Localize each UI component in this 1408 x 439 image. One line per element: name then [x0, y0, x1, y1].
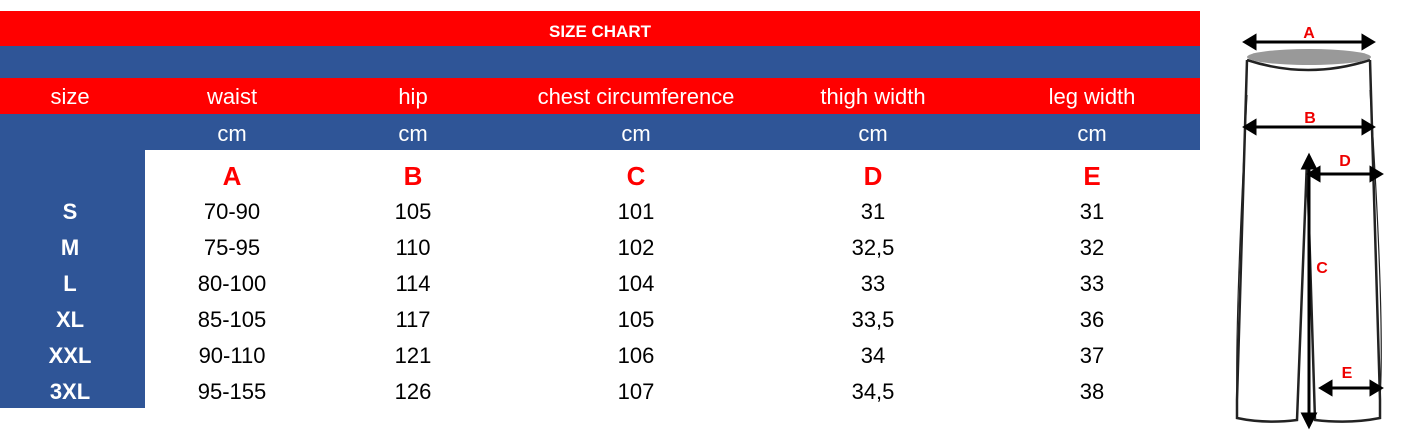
- measurement-cell: 75-95: [203, 235, 261, 260]
- header-chest: chest circumference: [537, 84, 735, 109]
- header-leg: leg width: [1048, 84, 1136, 109]
- diagram-label-d: D: [1339, 153, 1351, 170]
- table-row: 3XL 95-155 126 107 34,5 38: [0, 373, 1200, 409]
- unit: cm: [1077, 121, 1107, 146]
- table-row: M 75-95 110 102 32,5 32: [0, 229, 1200, 265]
- diagram-label-c: C: [1316, 260, 1328, 277]
- diagram-label-a: A: [1303, 25, 1315, 42]
- measurement-cell: 101: [617, 199, 655, 224]
- size-label: 3XL: [49, 379, 91, 404]
- diagram-label-e: E: [1342, 365, 1353, 382]
- measurement-cell: 90-110: [198, 343, 266, 368]
- measurement-cell: 80-100: [197, 271, 267, 296]
- measurement-cell: 95-155: [197, 379, 267, 404]
- header-waist: waist: [206, 84, 258, 109]
- chart-title: SIZE CHART: [0, 11, 1200, 46]
- unit: cm: [217, 121, 247, 146]
- table-row: XXL 90-110 121 106 34 37: [0, 337, 1200, 373]
- units-row: cm cm cm cm cm: [0, 114, 1200, 150]
- unit: cm: [398, 121, 428, 146]
- table-row: L 80-100 114 104 33 33: [0, 265, 1200, 301]
- size-label: M: [60, 235, 80, 260]
- measurement-cell: 85-105: [197, 307, 267, 332]
- table-row: S 70-90 105 101 31 31: [0, 193, 1200, 229]
- measurement-cell: 107: [617, 379, 655, 404]
- size-column-bg: [0, 150, 145, 408]
- measurement-cell: 106: [617, 343, 655, 368]
- measurement-cell: 33,5: [851, 307, 895, 332]
- size-label: XXL: [48, 343, 92, 368]
- measurement-cell: 37: [1079, 343, 1105, 368]
- measurement-cell: 32: [1079, 235, 1105, 260]
- diagram-label-b: B: [1304, 110, 1316, 127]
- measurement-cell: 33: [1079, 271, 1105, 296]
- measurement-cell: 105: [617, 307, 655, 332]
- measurement-cell: 33: [860, 271, 886, 296]
- unit: cm: [621, 121, 651, 146]
- measurement-cell: 110: [395, 235, 431, 260]
- measurement-cell: 32,5: [851, 235, 895, 260]
- letter: E: [1083, 161, 1101, 191]
- measurement-cell: 31: [860, 199, 886, 224]
- size-label: XL: [55, 307, 85, 332]
- measurement-cell: 126: [394, 379, 432, 404]
- measurement-cell: 34,5: [851, 379, 895, 404]
- size-label: L: [63, 271, 77, 296]
- measurement-cell: 121: [394, 343, 432, 368]
- header-row: size waist hip chest circumference thigh…: [0, 78, 1200, 114]
- measurement-cell: 102: [617, 235, 655, 260]
- letter: C: [626, 161, 646, 191]
- measurement-cell: 38: [1079, 379, 1105, 404]
- header-thigh: thigh width: [820, 84, 926, 109]
- measurement-cell: 36: [1079, 307, 1105, 332]
- letters-row: A B C D E: [0, 157, 1200, 193]
- blank-band: [0, 46, 1200, 78]
- measurement-cell: 70-90: [203, 199, 261, 224]
- letter: A: [222, 161, 242, 191]
- measurement-cell: 34: [860, 343, 886, 368]
- pants-diagram: A B C D E: [1235, 25, 1384, 430]
- measurement-cell: 105: [394, 199, 432, 224]
- header-hip: hip: [398, 84, 428, 109]
- unit: cm: [858, 121, 888, 146]
- letter: D: [863, 161, 883, 191]
- measurement-cell: 114: [395, 271, 431, 296]
- size-label: S: [62, 199, 78, 224]
- measurement-cell: 104: [617, 271, 655, 296]
- header-size: size: [50, 84, 90, 109]
- table-row: XL 85-105 117 105 33,5 36: [0, 301, 1200, 337]
- letter: B: [403, 161, 423, 191]
- measurement-cell: 117: [395, 307, 431, 332]
- measurement-cell: 31: [1079, 199, 1105, 224]
